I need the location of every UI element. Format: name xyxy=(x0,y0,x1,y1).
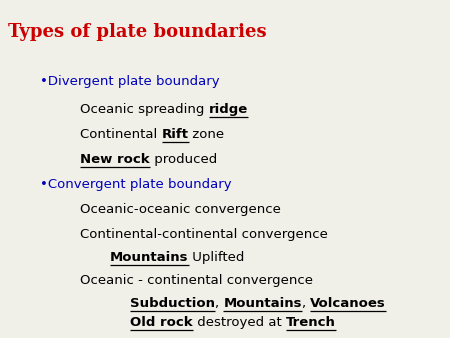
Text: Oceanic spreading: Oceanic spreading xyxy=(80,103,209,116)
Text: ridge: ridge xyxy=(209,103,248,116)
Text: produced: produced xyxy=(149,153,217,166)
Text: ,: , xyxy=(215,297,223,310)
Text: Oceanic-oceanic convergence: Oceanic-oceanic convergence xyxy=(80,203,281,216)
Text: •Convergent plate boundary: •Convergent plate boundary xyxy=(40,178,232,191)
Text: Continental: Continental xyxy=(80,128,162,141)
Text: Uplifted: Uplifted xyxy=(189,251,245,264)
Text: zone: zone xyxy=(189,128,225,141)
Text: Mountains: Mountains xyxy=(223,297,302,310)
Text: Oceanic - continental convergence: Oceanic - continental convergence xyxy=(80,274,313,287)
Text: Rift: Rift xyxy=(162,128,189,141)
Text: Types of plate boundaries: Types of plate boundaries xyxy=(8,23,266,41)
Text: destroyed at: destroyed at xyxy=(193,316,286,329)
Text: Continental-continental convergence: Continental-continental convergence xyxy=(80,228,328,241)
Text: ,: , xyxy=(302,297,310,310)
Text: •Divergent plate boundary: •Divergent plate boundary xyxy=(40,75,220,88)
Text: Mountains: Mountains xyxy=(110,251,189,264)
Text: Trench: Trench xyxy=(286,316,336,329)
Text: Volcanoes: Volcanoes xyxy=(310,297,386,310)
Text: Old rock: Old rock xyxy=(130,316,193,329)
Text: Subduction: Subduction xyxy=(130,297,215,310)
Text: New rock: New rock xyxy=(80,153,149,166)
